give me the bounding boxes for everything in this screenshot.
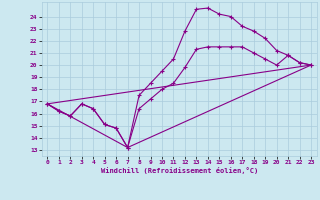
X-axis label: Windchill (Refroidissement éolien,°C): Windchill (Refroidissement éolien,°C) xyxy=(100,167,258,174)
